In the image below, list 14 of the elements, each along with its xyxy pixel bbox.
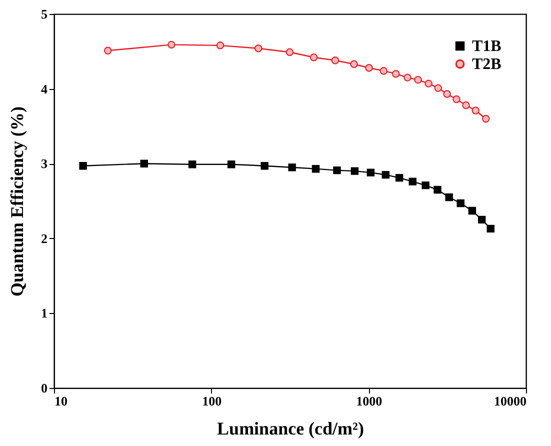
- y-tick-label: 3: [41, 156, 48, 172]
- legend-label: T1B: [472, 38, 502, 55]
- y-tick-label: 1: [41, 306, 48, 321]
- x-axis-title: Luminance (cd/m²): [217, 418, 364, 438]
- x-tick-label: 100: [202, 394, 222, 408]
- y-axis-title: Quantum Efficiency (%): [7, 106, 27, 296]
- legend-label: T2B: [472, 56, 502, 73]
- x-tick-label: 1000: [356, 394, 382, 408]
- y-tick-label: 2: [41, 230, 48, 246]
- y-tick-label: 0: [41, 380, 48, 396]
- y-tick-label: 5: [41, 6, 48, 22]
- y-tick-label: 4: [41, 81, 48, 96]
- x-tick-label: 10000: [494, 394, 526, 408]
- x-tick-label: 10: [54, 394, 68, 408]
